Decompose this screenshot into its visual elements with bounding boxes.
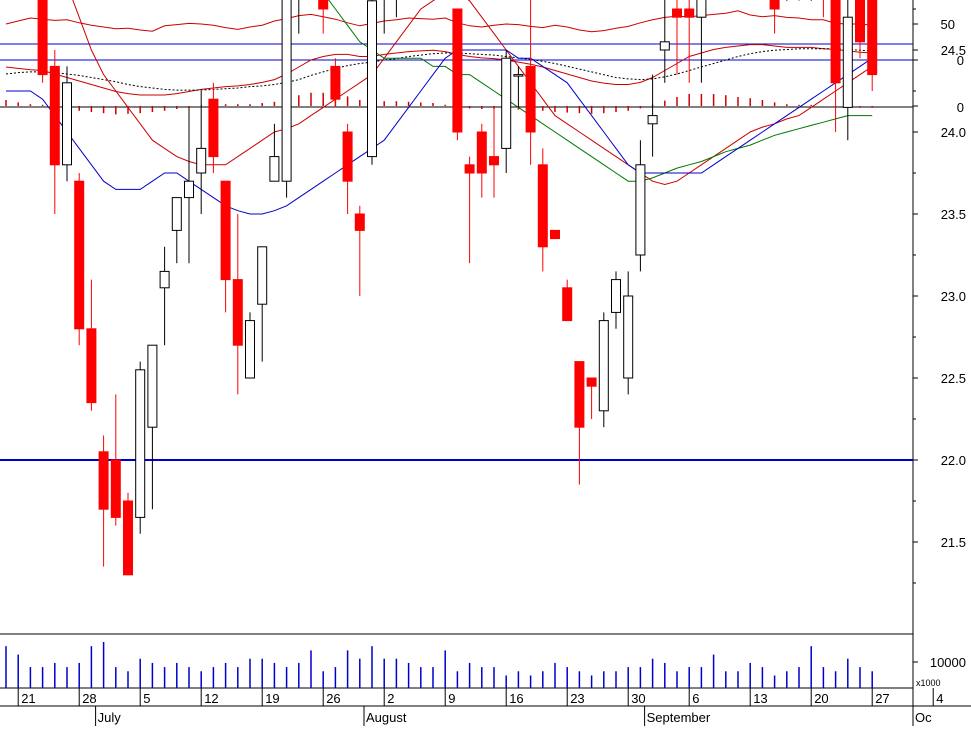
macd-signal-line [5,48,873,91]
candle-body [647,115,658,125]
candle-body [696,0,707,18]
candle-body [245,320,255,379]
price-tick-label: 23.0 [941,289,966,304]
day-tick-label: 23 [570,691,584,706]
candle-body [550,229,560,240]
day-tick-label: 28 [82,691,96,706]
price-tick-label: 24.5 [941,43,966,58]
day-tick-label: 27 [875,691,889,706]
candle-body [269,156,280,182]
price-panel: 21.522.022.523.023.524.024.525.025.526.0… [0,0,966,584]
candle-body [672,8,682,18]
candle-body [867,0,878,76]
price-tick-label: 23.5 [941,207,966,222]
candle-body [586,377,597,387]
month-tick-label: Oc [915,710,932,725]
candle-body [135,369,146,518]
candle-body [98,451,109,510]
hist-tick-label: 0 [957,100,964,115]
month-tick-label: July [98,710,122,725]
candle-body [659,41,670,51]
candle-body [62,82,72,166]
candle-body [74,180,85,330]
day-tick-label: 16 [509,691,523,706]
candle-body [49,65,60,166]
candle-body [232,279,243,346]
candle-body [159,270,170,289]
candle-body [330,65,341,100]
candle-body [684,8,695,18]
moving-average-slow [72,0,873,186]
candle-body [513,74,524,77]
candle-body [86,328,97,404]
day-tick-label: 21 [21,691,35,706]
day-tick-label: 5 [143,691,150,706]
panel-frames [0,0,971,707]
candle-body [110,459,121,518]
candle-body [830,0,841,84]
day-tick-label: 4 [936,691,943,706]
candle-body [184,180,194,199]
candle-body [476,131,487,174]
price-tick-label: 22.5 [941,371,966,386]
candle-body [220,180,231,281]
candle-body [855,0,865,43]
candle-body [257,246,268,305]
candle-body [623,295,634,379]
candle-body [37,0,48,76]
candle-body [281,0,292,182]
candle-body [635,164,646,256]
day-tick-label: 30 [631,691,645,706]
candle-body [537,164,548,248]
candle-body [501,57,512,149]
day-tick-label: 6 [692,691,699,706]
moving-average-mid [328,0,873,182]
macd-histogram-panel: 0 [5,92,964,115]
volume-unit-label: x1000 [916,678,941,688]
candle-body [525,65,536,133]
month-tick-label: September [647,710,711,725]
candle-body [367,0,377,158]
candle-body [562,287,573,322]
candle-body [342,131,353,182]
day-tick-label: 20 [814,691,828,706]
volume-tick-label: 10000 [930,655,966,670]
candle-body [123,500,133,576]
day-tick-label: 13 [753,691,767,706]
candle-body [769,0,780,10]
volume-panel: 10000 x1000 [5,642,966,688]
candle-body [842,16,853,108]
candle-body [464,164,475,174]
candle-body [208,98,219,158]
candle-body [354,213,365,231]
candle-body [318,0,329,10]
price-tick-label: 22.0 [941,453,966,468]
day-tick-label: 9 [448,691,455,706]
rsi-line [5,10,873,33]
rsi-panel: 50 [5,10,955,33]
macd-panel: 0 [0,43,964,96]
candle-body [611,279,621,313]
macd-tick-label: 0 [957,53,964,68]
day-tick-label: 19 [265,691,279,706]
price-tick-label: 21.5 [941,535,966,550]
month-tick-label: August [366,710,407,725]
rsi-tick-label: 50 [941,17,955,32]
moving-average-fast [6,49,873,215]
macd-line [5,44,873,96]
candle-body [147,344,158,428]
price-tick-label: 24.0 [941,125,966,140]
day-tick-label: 12 [204,691,218,706]
axes: 21 28 5 12 19 26 2 9 16 23 30 6 13 20 27 4 July August Sep… [17,688,943,726]
day-tick-label: 26 [326,691,340,706]
candle-body [598,320,609,412]
candle-body [196,147,207,174]
candle-body [574,361,585,428]
candle-body [452,8,463,133]
candle-body [489,156,499,166]
day-tick-label: 2 [387,691,394,706]
candle-body [171,197,182,231]
